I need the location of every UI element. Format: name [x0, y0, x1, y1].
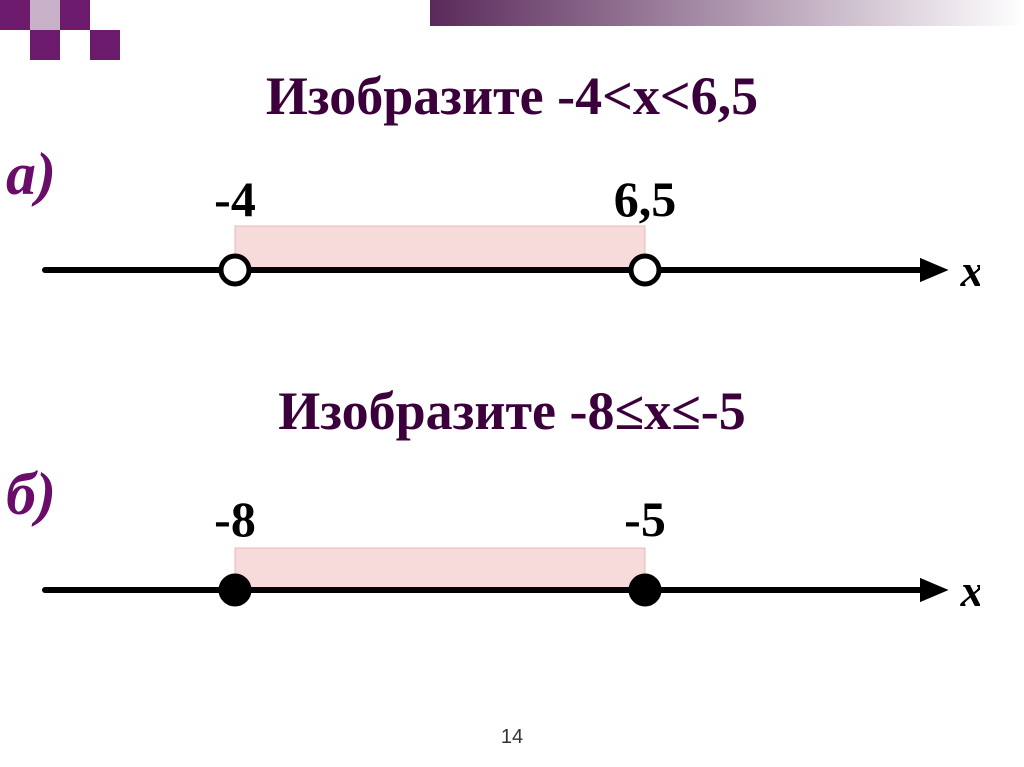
number-line-b: x -8 -5	[40, 490, 980, 620]
number-line-a: x -4 6,5	[40, 170, 980, 300]
svg-text:6,5: 6,5	[614, 171, 677, 227]
svg-text:x: x	[960, 245, 980, 296]
svg-text:-8: -8	[214, 491, 256, 547]
header-decoration	[0, 0, 1024, 70]
svg-text:-4: -4	[214, 171, 256, 227]
title-problem-b: Изобразите -8≤x≤-5	[278, 380, 745, 442]
page-number: 14	[501, 726, 523, 749]
svg-text:-5: -5	[624, 491, 666, 547]
svg-text:x: x	[960, 565, 980, 616]
title-problem-a: Изобразите -4<x<6,5	[266, 65, 758, 127]
